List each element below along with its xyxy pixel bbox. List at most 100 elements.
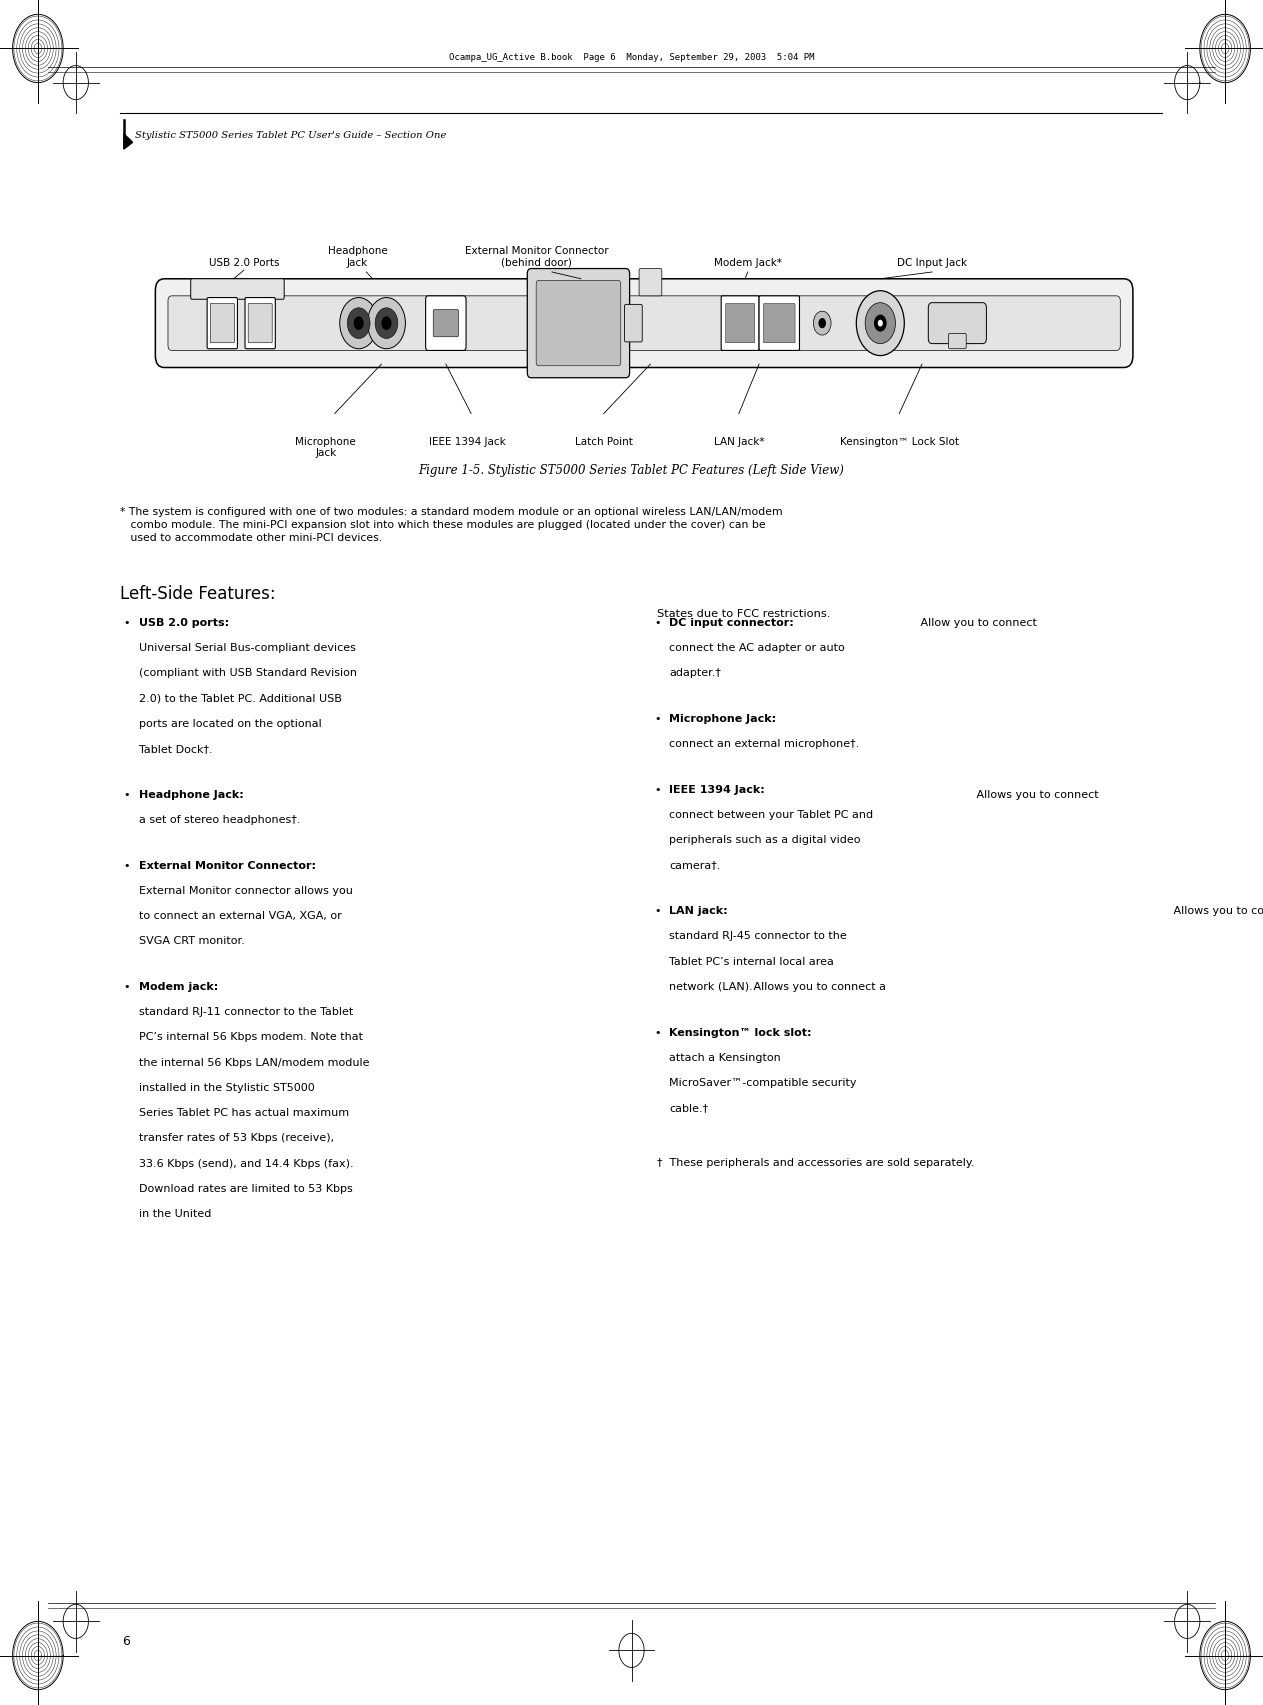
- Text: LAN Jack*: LAN Jack*: [714, 436, 764, 447]
- Text: Allow you to connect: Allow you to connect: [917, 617, 1037, 627]
- Text: Figure 1-5. Stylistic ST5000 Series Tablet PC Features (Left Side View): Figure 1-5. Stylistic ST5000 Series Tabl…: [418, 464, 845, 477]
- Text: Stylistic ST5000 Series Tablet PC User's Guide – Section One: Stylistic ST5000 Series Tablet PC User's…: [135, 131, 447, 140]
- Text: LAN jack:: LAN jack:: [669, 905, 727, 916]
- Circle shape: [347, 309, 370, 339]
- Text: to connect an external VGA, XGA, or: to connect an external VGA, XGA, or: [139, 910, 342, 921]
- Text: * The system is configured with one of two modules: a standard modem module or a: * The system is configured with one of t…: [120, 506, 783, 542]
- FancyBboxPatch shape: [433, 310, 458, 338]
- Text: USB 2.0 Ports: USB 2.0 Ports: [208, 257, 279, 268]
- FancyBboxPatch shape: [763, 303, 796, 343]
- Text: Universal Serial Bus-compliant devices: Universal Serial Bus-compliant devices: [139, 643, 356, 653]
- Text: Tablet Dock†.: Tablet Dock†.: [139, 743, 212, 754]
- FancyBboxPatch shape: [155, 280, 1133, 368]
- Text: MicroSaver™-compatible security: MicroSaver™-compatible security: [669, 1078, 856, 1088]
- FancyBboxPatch shape: [207, 298, 237, 350]
- Text: (compliant with USB Standard Revision: (compliant with USB Standard Revision: [139, 668, 357, 677]
- Text: Microphone Jack:: Microphone Jack:: [669, 713, 777, 723]
- Text: Left-Side Features:: Left-Side Features:: [120, 585, 275, 604]
- Text: adapter.†: adapter.†: [669, 668, 721, 677]
- Text: •: •: [654, 713, 661, 723]
- FancyBboxPatch shape: [426, 297, 466, 351]
- FancyBboxPatch shape: [639, 269, 662, 297]
- Text: External Monitor connector allows you: External Monitor connector allows you: [139, 885, 352, 895]
- FancyBboxPatch shape: [248, 303, 272, 343]
- Text: Series Tablet PC has actual maximum: Series Tablet PC has actual maximum: [139, 1108, 349, 1117]
- Text: installed in the Stylistic ST5000: installed in the Stylistic ST5000: [139, 1083, 314, 1093]
- Text: 33.6 Kbps (send), and 14.4 Kbps (fax).: 33.6 Kbps (send), and 14.4 Kbps (fax).: [139, 1158, 354, 1168]
- Circle shape: [813, 312, 831, 336]
- Text: External Monitor Connector
(behind door): External Monitor Connector (behind door): [465, 246, 609, 268]
- Text: •: •: [124, 617, 130, 627]
- Text: †  These peripherals and accessories are sold separately.: † These peripherals and accessories are …: [657, 1158, 974, 1166]
- FancyBboxPatch shape: [624, 305, 642, 343]
- Circle shape: [878, 321, 883, 327]
- Text: Modem jack:: Modem jack:: [139, 982, 218, 991]
- Text: Tablet PC’s internal local area: Tablet PC’s internal local area: [669, 957, 835, 967]
- Text: transfer rates of 53 Kbps (receive),: transfer rates of 53 Kbps (receive),: [139, 1132, 333, 1142]
- Text: Allows you to connect: Allows you to connect: [973, 789, 1098, 800]
- Text: •: •: [124, 789, 130, 800]
- Text: Latch Point: Latch Point: [575, 436, 633, 447]
- Text: Kensington™ Lock Slot: Kensington™ Lock Slot: [840, 436, 959, 447]
- Text: connect between your Tablet PC and: connect between your Tablet PC and: [669, 810, 874, 820]
- Circle shape: [340, 298, 378, 350]
- FancyBboxPatch shape: [721, 297, 759, 351]
- Text: USB 2.0 ports:: USB 2.0 ports:: [139, 617, 229, 627]
- FancyBboxPatch shape: [191, 280, 284, 300]
- Circle shape: [818, 319, 826, 329]
- FancyBboxPatch shape: [536, 281, 621, 367]
- Circle shape: [354, 317, 364, 331]
- Circle shape: [375, 309, 398, 339]
- Text: IEEE 1394 Jack: IEEE 1394 Jack: [429, 436, 505, 447]
- Text: peripherals such as a digital video: peripherals such as a digital video: [669, 835, 861, 844]
- FancyBboxPatch shape: [928, 303, 986, 344]
- FancyBboxPatch shape: [245, 298, 275, 350]
- Text: External Monitor Connector:: External Monitor Connector:: [139, 859, 316, 870]
- Text: IEEE 1394 Jack:: IEEE 1394 Jack:: [669, 784, 765, 795]
- Text: camera†.: camera†.: [669, 859, 721, 870]
- Text: ports are located on the optional: ports are located on the optional: [139, 718, 322, 728]
- Text: Allows you to connect a: Allows you to connect a: [750, 982, 887, 991]
- Circle shape: [865, 303, 895, 344]
- Text: 6: 6: [123, 1633, 130, 1647]
- Text: •: •: [124, 982, 130, 991]
- Text: Allows you to connect a: Allows you to connect a: [1170, 905, 1263, 916]
- FancyBboxPatch shape: [759, 297, 799, 351]
- FancyBboxPatch shape: [725, 303, 755, 343]
- FancyBboxPatch shape: [528, 269, 630, 379]
- Text: in the United: in the United: [139, 1209, 211, 1219]
- Text: DC input connector:: DC input connector:: [669, 617, 794, 627]
- Text: Ocampa_UG_Active B.book  Page 6  Monday, September 29, 2003  5:04 PM: Ocampa_UG_Active B.book Page 6 Monday, S…: [448, 53, 815, 61]
- Text: Microphone
Jack: Microphone Jack: [296, 436, 356, 459]
- Text: connect the AC adapter or auto: connect the AC adapter or auto: [669, 643, 845, 653]
- Text: •: •: [654, 1026, 661, 1037]
- Text: PC’s internal 56 Kbps modem. Note that: PC’s internal 56 Kbps modem. Note that: [139, 1032, 362, 1042]
- FancyBboxPatch shape: [949, 334, 966, 350]
- Text: Kensington™ lock slot:: Kensington™ lock slot:: [669, 1026, 812, 1037]
- Text: Modem Jack*: Modem Jack*: [714, 257, 782, 268]
- Circle shape: [381, 317, 392, 331]
- Text: SVGA CRT monitor.: SVGA CRT monitor.: [139, 936, 245, 946]
- Text: Download rates are limited to 53 Kbps: Download rates are limited to 53 Kbps: [139, 1183, 352, 1194]
- Text: attach a Kensington: attach a Kensington: [669, 1052, 781, 1062]
- Polygon shape: [124, 135, 133, 150]
- Text: •: •: [654, 617, 661, 627]
- Text: Headphone Jack:: Headphone Jack:: [139, 789, 244, 800]
- Text: standard RJ-11 connector to the Tablet: standard RJ-11 connector to the Tablet: [139, 1006, 354, 1016]
- Text: 2.0) to the Tablet PC. Additional USB: 2.0) to the Tablet PC. Additional USB: [139, 692, 342, 702]
- Text: a set of stereo headphones†.: a set of stereo headphones†.: [139, 815, 301, 824]
- Text: •: •: [124, 859, 130, 870]
- Text: Headphone
Jack: Headphone Jack: [327, 246, 388, 268]
- Text: standard RJ-45 connector to the: standard RJ-45 connector to the: [669, 931, 847, 941]
- Text: DC Input Jack: DC Input Jack: [897, 257, 967, 268]
- FancyBboxPatch shape: [168, 297, 1120, 351]
- Text: •: •: [654, 905, 661, 916]
- Text: •: •: [654, 784, 661, 795]
- Circle shape: [874, 315, 887, 332]
- Text: cable.†: cable.†: [669, 1103, 709, 1113]
- Text: connect an external microphone†.: connect an external microphone†.: [669, 738, 860, 748]
- Circle shape: [368, 298, 405, 350]
- Text: States due to FCC restrictions.: States due to FCC restrictions.: [657, 609, 830, 619]
- Circle shape: [856, 292, 904, 356]
- Text: network (LAN).: network (LAN).: [669, 982, 753, 991]
